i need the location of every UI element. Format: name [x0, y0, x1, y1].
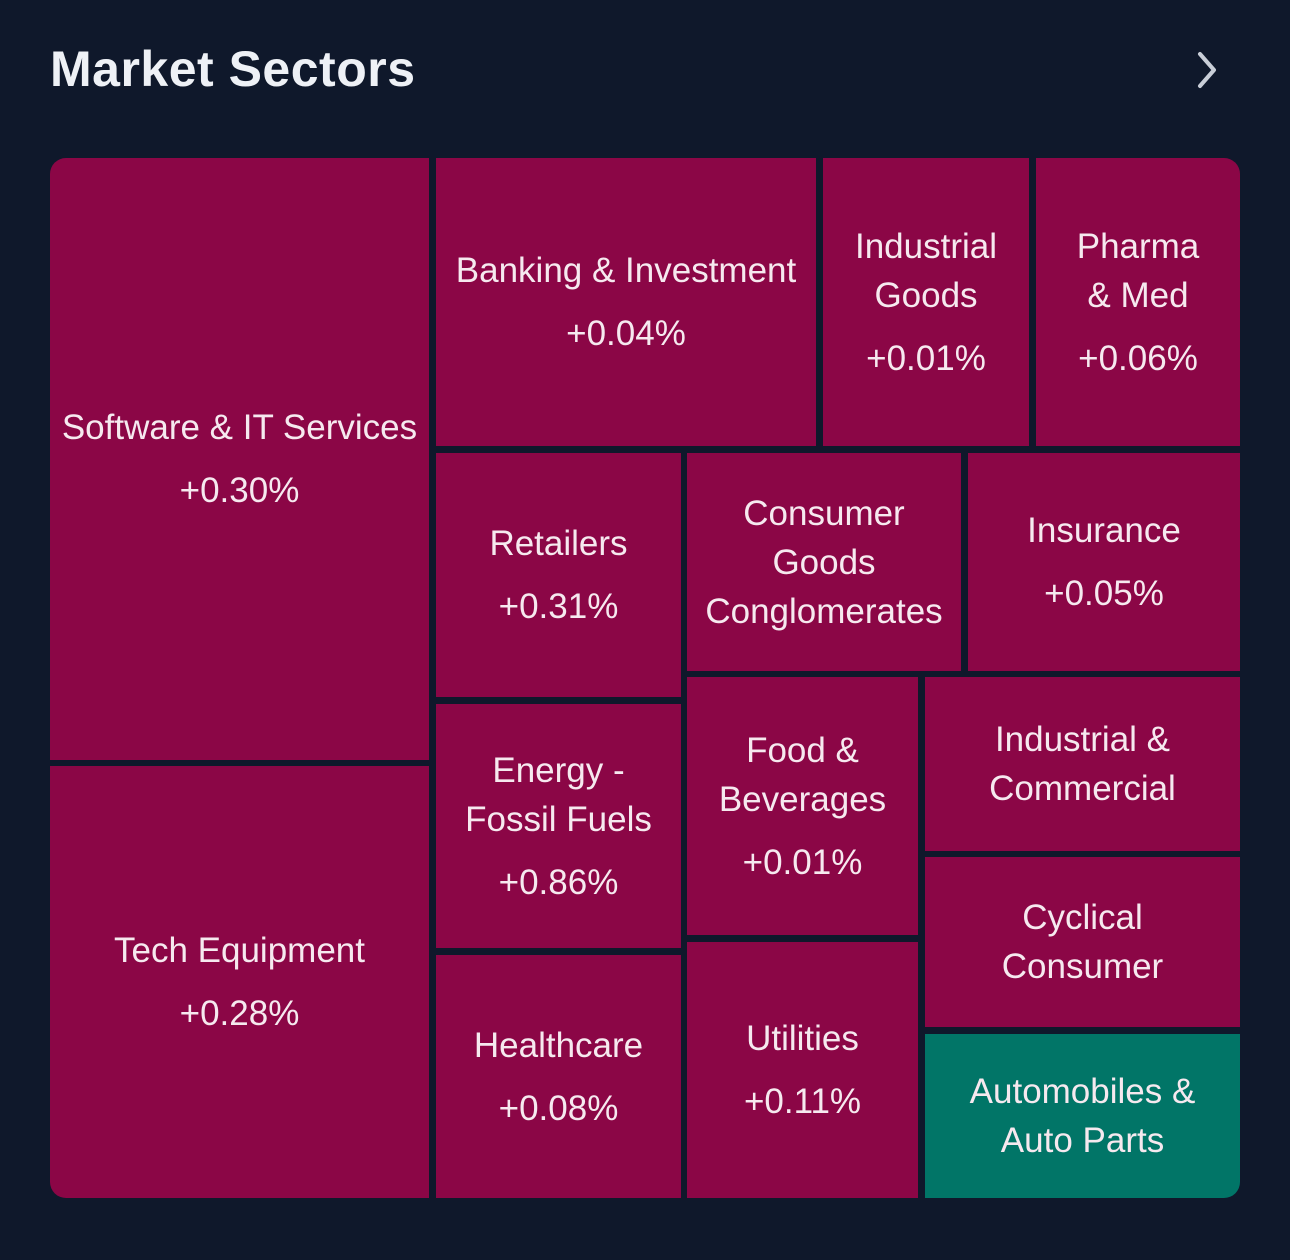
sector-change: +0.05% — [1044, 574, 1164, 613]
sector-treemap: Software & IT Services +0.30% Tech Equip… — [50, 158, 1240, 1198]
sector-change: +0.04% — [566, 314, 686, 353]
sector-name: Software & IT Services — [61, 408, 418, 447]
sector-tile-food-beverages[interactable]: Food & Beverages +0.01% — [687, 677, 918, 935]
sector-name: Banking & Investment — [455, 251, 797, 290]
page-title: Market Sectors — [50, 41, 416, 97]
sector-change: +0.08% — [498, 1088, 619, 1128]
sector-tile-industrial-goods[interactable]: Industrial Goods +0.01% — [823, 158, 1029, 446]
sector-name: Tech Equipment — [114, 931, 365, 970]
sector-tile-software-it-services[interactable]: Software & IT Services +0.30% — [50, 158, 429, 760]
header: Market Sectors — [0, 0, 1290, 140]
sector-name: Industrial & Commercial — [989, 720, 1176, 808]
sector-change: +0.28% — [179, 994, 300, 1033]
sector-change: +0.31% — [498, 587, 619, 626]
sector-change: +0.01% — [866, 338, 986, 378]
sector-tile-cyclical-consumer[interactable]: Cyclical Consumer — [925, 857, 1240, 1027]
sector-name: Utilities — [746, 1019, 859, 1058]
sector-change: +0.01% — [742, 842, 863, 882]
sector-tile-utilities[interactable]: Utilities +0.11% — [687, 942, 918, 1198]
sector-tile-pharma-med[interactable]: Pharma & Med +0.06% — [1036, 158, 1240, 446]
sector-tile-retailers[interactable]: Retailers +0.31% — [436, 453, 681, 697]
sector-name: Retailers — [489, 524, 628, 563]
chevron-right-icon[interactable] — [1186, 48, 1230, 92]
sector-name: Healthcare — [473, 1025, 644, 1065]
sector-name: Cyclical Consumer — [1001, 898, 1164, 986]
sector-tile-automobiles-auto-parts[interactable]: Automobiles & Auto Parts — [925, 1034, 1240, 1198]
sector-change: +0.86% — [498, 862, 619, 902]
sector-name: Energy - Fossil Fuels — [465, 750, 652, 839]
sector-name: Pharma & Med — [1076, 226, 1200, 315]
sector-name: Insurance — [1027, 511, 1181, 550]
sector-tile-energy-fossil-fuels[interactable]: Energy - Fossil Fuels +0.86% — [436, 704, 681, 948]
sector-tile-insurance[interactable]: Insurance +0.05% — [968, 453, 1240, 671]
sector-change: +0.30% — [179, 471, 300, 510]
sector-tile-consumer-goods-conglomerates[interactable]: Consumer Goods Conglomerates — [687, 453, 961, 671]
sector-name: Food & Beverages — [718, 730, 887, 819]
sector-tile-banking-investment[interactable]: Banking & Investment +0.04% — [436, 158, 816, 446]
sector-name: Industrial Goods — [854, 226, 998, 315]
sector-tile-tech-equipment[interactable]: Tech Equipment +0.28% — [50, 766, 429, 1198]
sector-change: +0.11% — [743, 1082, 862, 1121]
sector-change: +0.06% — [1078, 338, 1198, 378]
sector-name: Consumer Goods Conglomerates — [705, 493, 943, 631]
sector-name: Automobiles & Auto Parts — [969, 1072, 1196, 1160]
sector-tile-healthcare[interactable]: Healthcare +0.08% — [436, 955, 681, 1198]
sector-tile-industrial-commercial[interactable]: Industrial & Commercial — [925, 677, 1240, 851]
